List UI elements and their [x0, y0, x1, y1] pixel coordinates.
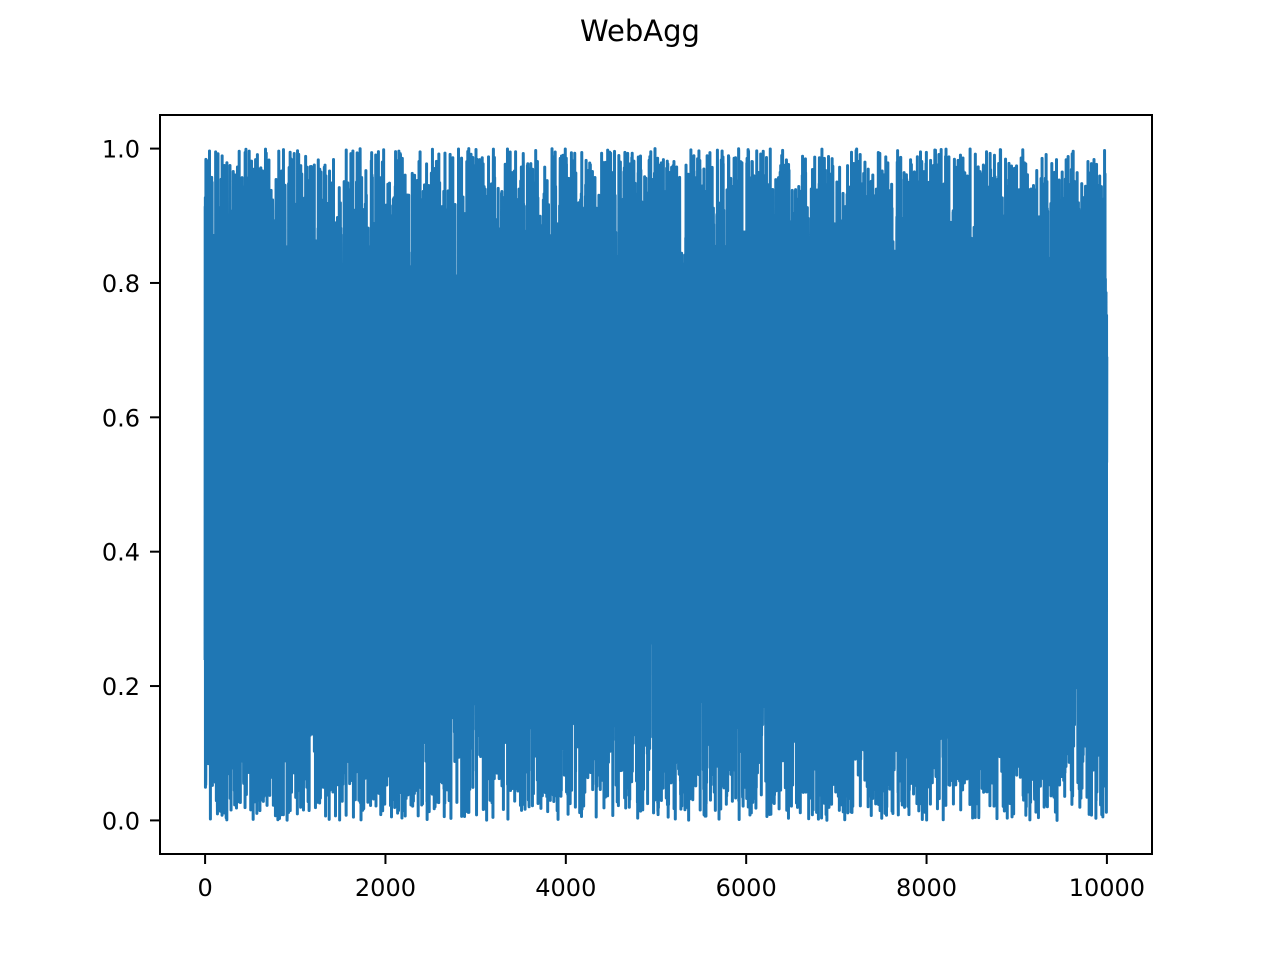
x-tick-label: 2000: [355, 874, 416, 902]
y-tick-label: 0.2: [102, 673, 140, 701]
axes-frame: [159, 114, 1153, 855]
y-tick-label: 0.6: [102, 404, 140, 432]
y-tick-label: 0.4: [102, 539, 140, 567]
x-tick-label: 4000: [535, 874, 596, 902]
x-tick-label: 6000: [716, 874, 777, 902]
x-axis: 0 2000 4000 6000 8000 10000: [197, 854, 1145, 902]
series-line: [203, 147, 1109, 822]
y-axis: 0.0 0.2 0.4 0.6 0.8 1.0: [102, 136, 160, 835]
y-tick-label: 0.0: [102, 807, 140, 835]
y-tick-label: 1.0: [102, 136, 140, 164]
x-tick-label: 0: [197, 874, 212, 902]
x-tick-label: 10000: [1069, 874, 1145, 902]
y-tick-label: 0.8: [102, 270, 140, 298]
chart-title: WebAgg: [580, 14, 700, 48]
data-line-layer: [203, 147, 1109, 822]
x-tick-label: 8000: [896, 874, 957, 902]
